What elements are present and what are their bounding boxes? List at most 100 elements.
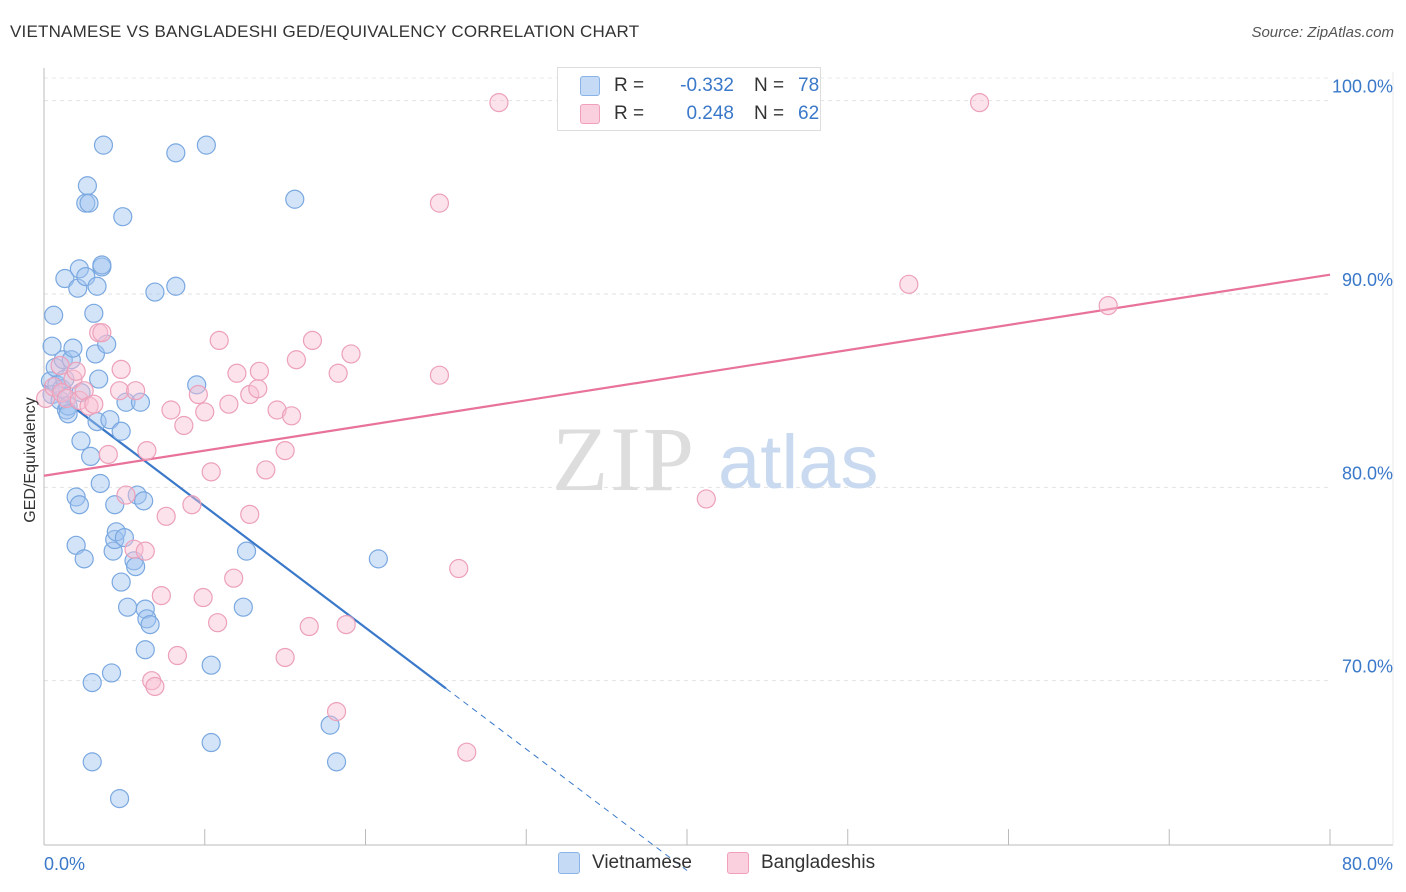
data-point	[50, 355, 70, 376]
legend-r-value: -0.332	[680, 75, 734, 96]
data-point	[105, 529, 125, 550]
data-point	[44, 305, 64, 325]
data-point	[135, 541, 155, 561]
data-point	[109, 381, 130, 401]
data-point	[336, 614, 356, 635]
data-point	[140, 614, 160, 635]
data-point	[224, 568, 244, 588]
series-bangladeshis	[36, 92, 1118, 762]
data-point	[89, 369, 109, 389]
trend-line-vietnamese	[43, 383, 447, 690]
data-point	[84, 303, 104, 323]
data-point	[79, 193, 99, 213]
bottom-swatch-bangladeshis	[727, 852, 749, 874]
data-point	[111, 421, 131, 441]
legend-swatch-vietnamese	[580, 76, 600, 96]
data-point	[142, 671, 162, 691]
data-point	[326, 701, 347, 722]
data-point	[201, 462, 221, 482]
data-point	[69, 495, 89, 515]
data-point	[249, 361, 270, 381]
tick-labels: 70.0% 80.0% 90.0% 100.0% 0.0% 80.0%	[44, 77, 1393, 874]
y-axis-label: GED/Equivalency	[22, 397, 39, 522]
watermark-atlas: atlas	[718, 420, 879, 505]
data-point	[66, 361, 86, 381]
data-point	[256, 460, 276, 480]
legend-r-label: R =	[614, 75, 645, 96]
data-points	[36, 92, 1118, 809]
data-point	[113, 207, 133, 227]
data-point	[167, 645, 188, 666]
source-label: Source: ZipAtlas.com	[1251, 24, 1394, 41]
y-tick-label: 90.0%	[1342, 270, 1393, 290]
data-point	[116, 485, 136, 505]
data-point	[248, 379, 268, 399]
data-point	[341, 344, 361, 364]
data-point	[969, 92, 990, 113]
legend-n-value: 62	[798, 103, 820, 124]
data-point	[69, 390, 89, 410]
data-point	[84, 394, 104, 414]
data-point	[93, 135, 114, 155]
data-point	[328, 363, 348, 383]
data-point	[101, 663, 122, 683]
data-point	[275, 441, 295, 461]
data-point	[82, 752, 102, 772]
data-point	[87, 276, 107, 296]
legend-row-vietnamese: R = -0.332 N = 78	[580, 74, 819, 98]
data-point	[182, 495, 202, 515]
data-point	[209, 330, 229, 350]
data-point	[240, 504, 260, 525]
trend-line-extension	[445, 688, 688, 871]
data-point	[368, 549, 388, 569]
trend-lines	[43, 273, 1331, 871]
data-point	[134, 491, 154, 511]
data-point	[74, 381, 94, 401]
bottom-legend-bangladeshis: Bangladeshis	[727, 852, 875, 874]
data-point	[286, 350, 306, 370]
bottom-legend-label-vietnamese: Vietnamese	[592, 852, 692, 873]
data-point	[71, 431, 91, 451]
data-point	[236, 541, 257, 561]
data-point	[74, 549, 94, 569]
data-point	[100, 410, 120, 430]
data-point	[145, 676, 165, 697]
data-point	[135, 599, 155, 619]
data-point	[98, 444, 118, 465]
bottom-legend-vietnamese: Vietnamese	[558, 852, 692, 874]
data-point	[299, 616, 319, 637]
watermark: ZIP atlas	[552, 408, 879, 510]
y-tick-label: 80.0%	[1342, 463, 1393, 483]
legend-n-label: N =	[754, 103, 785, 124]
data-point	[66, 487, 86, 507]
data-point	[151, 585, 171, 606]
data-point	[281, 406, 302, 426]
data-point	[166, 143, 186, 163]
data-point	[696, 489, 716, 509]
watermark-zip: ZIP	[552, 408, 696, 510]
data-point	[227, 363, 247, 383]
data-point	[188, 384, 208, 405]
data-point	[196, 135, 216, 155]
data-point	[429, 193, 450, 213]
data-point	[161, 400, 181, 420]
data-point	[285, 189, 305, 209]
data-point	[135, 640, 155, 660]
data-point	[201, 655, 221, 675]
data-point	[275, 647, 295, 668]
data-point	[429, 365, 450, 385]
legend-swatch-bangladeshis	[580, 104, 600, 124]
data-point	[55, 268, 75, 289]
data-point	[899, 274, 919, 294]
data-point	[1098, 296, 1118, 316]
data-point	[156, 506, 176, 526]
data-point	[137, 609, 157, 629]
data-point	[219, 394, 239, 414]
chart-title: VIETNAMESE VS BANGLADESHI GED/EQUIVALENC…	[10, 22, 640, 41]
data-point	[109, 788, 130, 809]
data-point	[201, 732, 221, 753]
data-point	[63, 338, 83, 358]
trend-line-bangladeshis	[43, 273, 1331, 477]
data-point	[92, 255, 112, 275]
